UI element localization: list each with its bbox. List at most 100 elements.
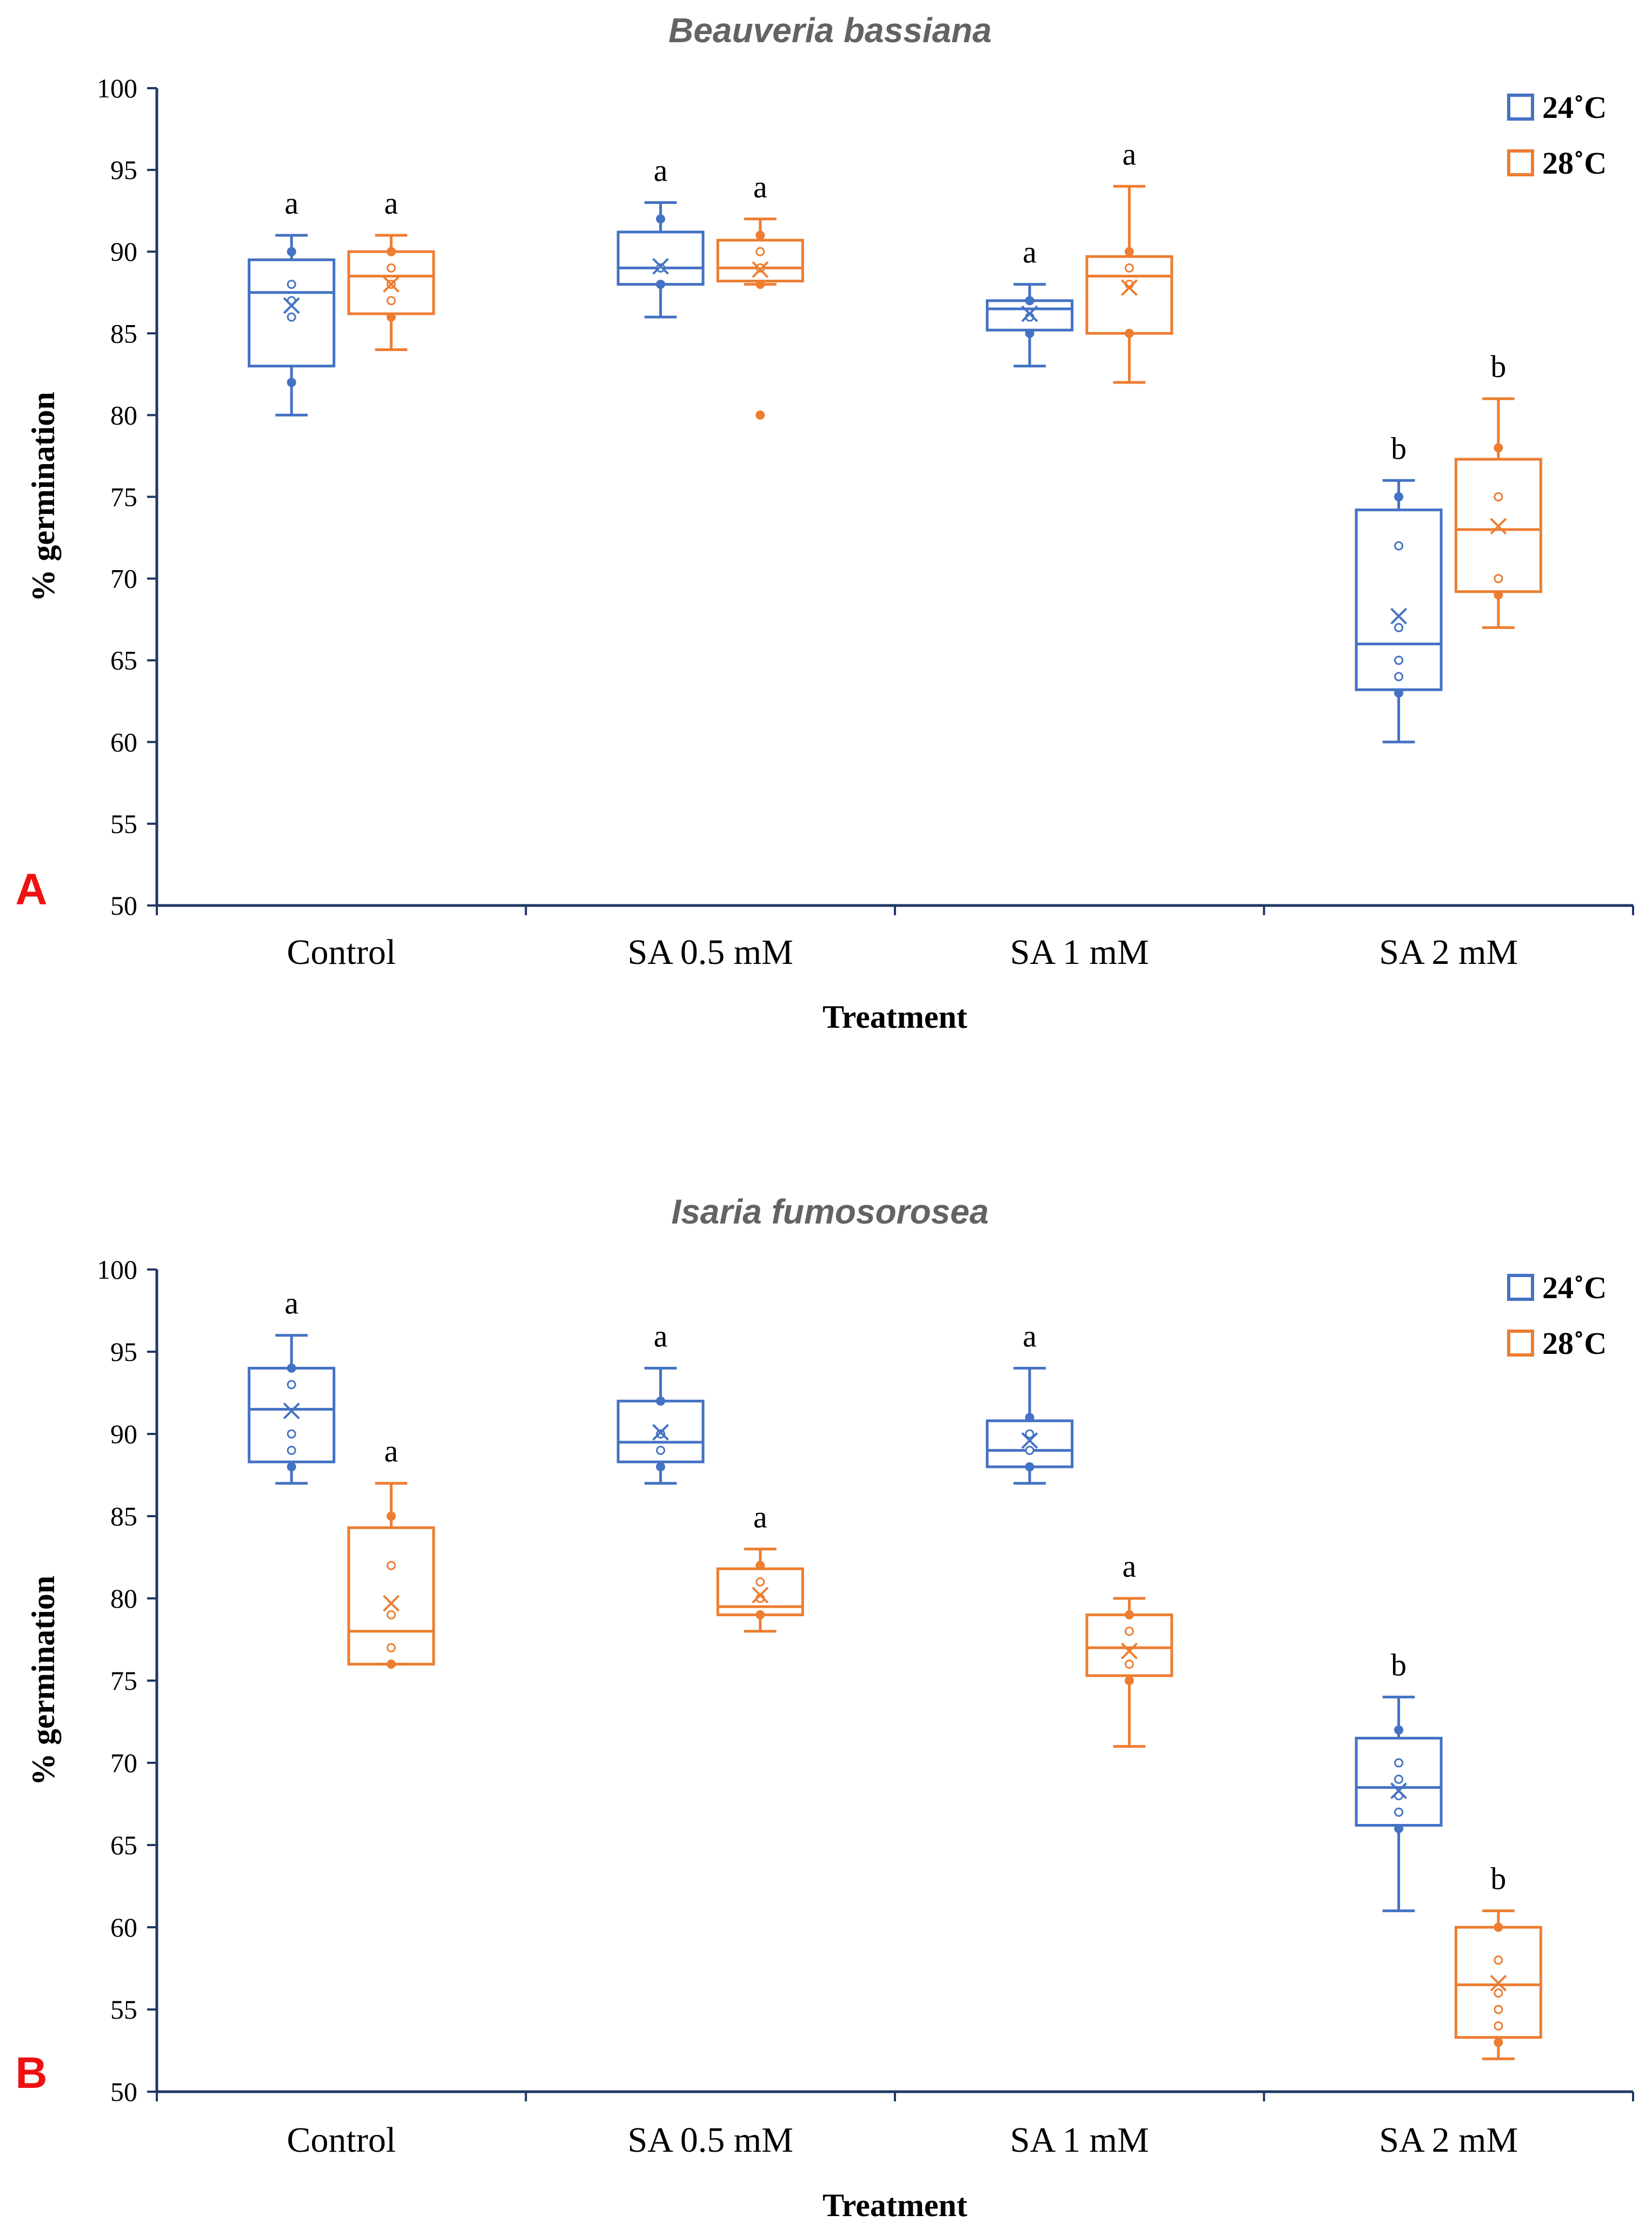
data-point (386, 296, 396, 306)
significance-letter: a (753, 169, 767, 204)
chart-panel-a: Beauveria bassiana A 50 55 60 65 70 75 80 85 90 95 1… (15, 11, 1634, 1035)
mean-marker (1021, 1432, 1038, 1449)
data-point (656, 1445, 666, 1455)
y-tick-label: 65 (110, 1830, 137, 1860)
x-tick-label: SA 0.5 mM (628, 2120, 793, 2160)
data-point (287, 1380, 296, 1390)
y-tick-label: 95 (110, 155, 137, 185)
data-point (1394, 623, 1404, 632)
data-point (755, 410, 765, 420)
mean-marker (752, 261, 769, 278)
mean-marker (283, 1403, 300, 1419)
significance-letter: a (654, 1318, 668, 1353)
box-24c-2: a (986, 1318, 1074, 1485)
data-point (1124, 1610, 1134, 1619)
data-point (1494, 2038, 1503, 2047)
y-tick-label: 90 (110, 236, 137, 267)
significance-letter: b (1490, 349, 1506, 384)
y-tick-label: 80 (110, 1583, 137, 1614)
mean-marker (1120, 279, 1138, 296)
y-tick-label: 75 (110, 482, 137, 512)
data-point (755, 1577, 765, 1587)
mean-marker (1390, 607, 1408, 625)
data-point (386, 247, 396, 256)
y-tick-label: 50 (110, 2077, 137, 2107)
significance-letter: a (1023, 1318, 1037, 1353)
significance-letter: a (384, 186, 399, 221)
mean-marker (1021, 305, 1038, 322)
significance-letter: a (1123, 1549, 1137, 1584)
data-point (755, 230, 765, 240)
data-point (287, 1462, 296, 1472)
mean-marker (752, 1586, 769, 1604)
box-24c-1: a (616, 1318, 705, 1485)
mean-marker (652, 1424, 669, 1441)
y-tick-label: 100 (97, 1254, 137, 1285)
data-point (287, 312, 296, 322)
mean-marker (1120, 1642, 1138, 1660)
legend-label: 28˚C (1542, 1326, 1607, 1361)
box-24c-3: b (1355, 431, 1443, 744)
mean-marker (652, 257, 669, 275)
significance-letter: a (384, 1433, 399, 1469)
data-point (755, 1610, 765, 1619)
data-point (656, 214, 666, 224)
data-point (287, 1429, 296, 1439)
box-24c-0: a (248, 1286, 336, 1485)
data-point (1025, 1445, 1034, 1455)
y-axis-title: % germination (25, 1576, 61, 1786)
box-24c-1: a (616, 153, 705, 319)
data-point (1494, 574, 1503, 584)
y-tick-label: 60 (110, 727, 137, 757)
significance-letter: b (1391, 1647, 1406, 1682)
y-tick-label: 70 (110, 1748, 137, 1778)
y-tick-label: 50 (110, 890, 137, 921)
x-tick-label: SA 1 mM (1010, 933, 1149, 972)
mean-marker (382, 276, 400, 293)
data-point (386, 312, 396, 322)
data-point (287, 280, 296, 289)
chart-panel-b: Isaria fumosorosea B 50 55 60 65 70 75 80 85 90 95 1… (15, 1192, 1634, 2223)
data-point (287, 1363, 296, 1373)
box-iqr (248, 258, 336, 368)
data-point (287, 378, 296, 387)
data-point (287, 1445, 296, 1455)
box-28c-3: b (1454, 1861, 1542, 2060)
legend-swatch (1507, 1330, 1534, 1357)
data-point (1394, 541, 1404, 551)
data-point (1494, 1922, 1503, 1932)
data-point (386, 1511, 396, 1521)
data-point (1394, 688, 1404, 698)
data-point (386, 1610, 396, 1619)
data-point (386, 263, 396, 273)
y-axis-title: % germination (25, 392, 61, 601)
data-point (656, 1429, 666, 1439)
x-tick-label: SA 0.5 mM (628, 933, 793, 972)
data-point (755, 1561, 765, 1570)
x-tick-label: Control (287, 2120, 396, 2160)
y-tick-label: 55 (110, 809, 137, 839)
mean-marker (1490, 1974, 1507, 1992)
box-24c-3: b (1355, 1647, 1443, 1913)
box-28c-1: a (716, 169, 804, 420)
legend-swatch (1507, 1274, 1534, 1301)
significance-letter: a (284, 1286, 298, 1321)
data-point (1124, 247, 1134, 256)
significance-letter: a (654, 153, 668, 188)
y-tick-label: 80 (110, 400, 137, 430)
significance-letter: b (1490, 1861, 1506, 1896)
data-point (755, 263, 765, 273)
data-point (1394, 1824, 1404, 1834)
data-point (1494, 443, 1503, 453)
data-point (1494, 492, 1503, 501)
data-point (1494, 2021, 1503, 2031)
data-point (1494, 1988, 1503, 1998)
chart-title: Isaria fumosorosea (672, 1192, 989, 1231)
box-28c-3: b (1454, 349, 1542, 629)
data-point (1394, 1725, 1404, 1735)
y-tick-label: 100 (97, 73, 137, 103)
data-point (386, 1660, 396, 1669)
data-point (1394, 672, 1404, 682)
legend-label: 28˚C (1542, 146, 1607, 181)
box-iqr (616, 230, 705, 286)
